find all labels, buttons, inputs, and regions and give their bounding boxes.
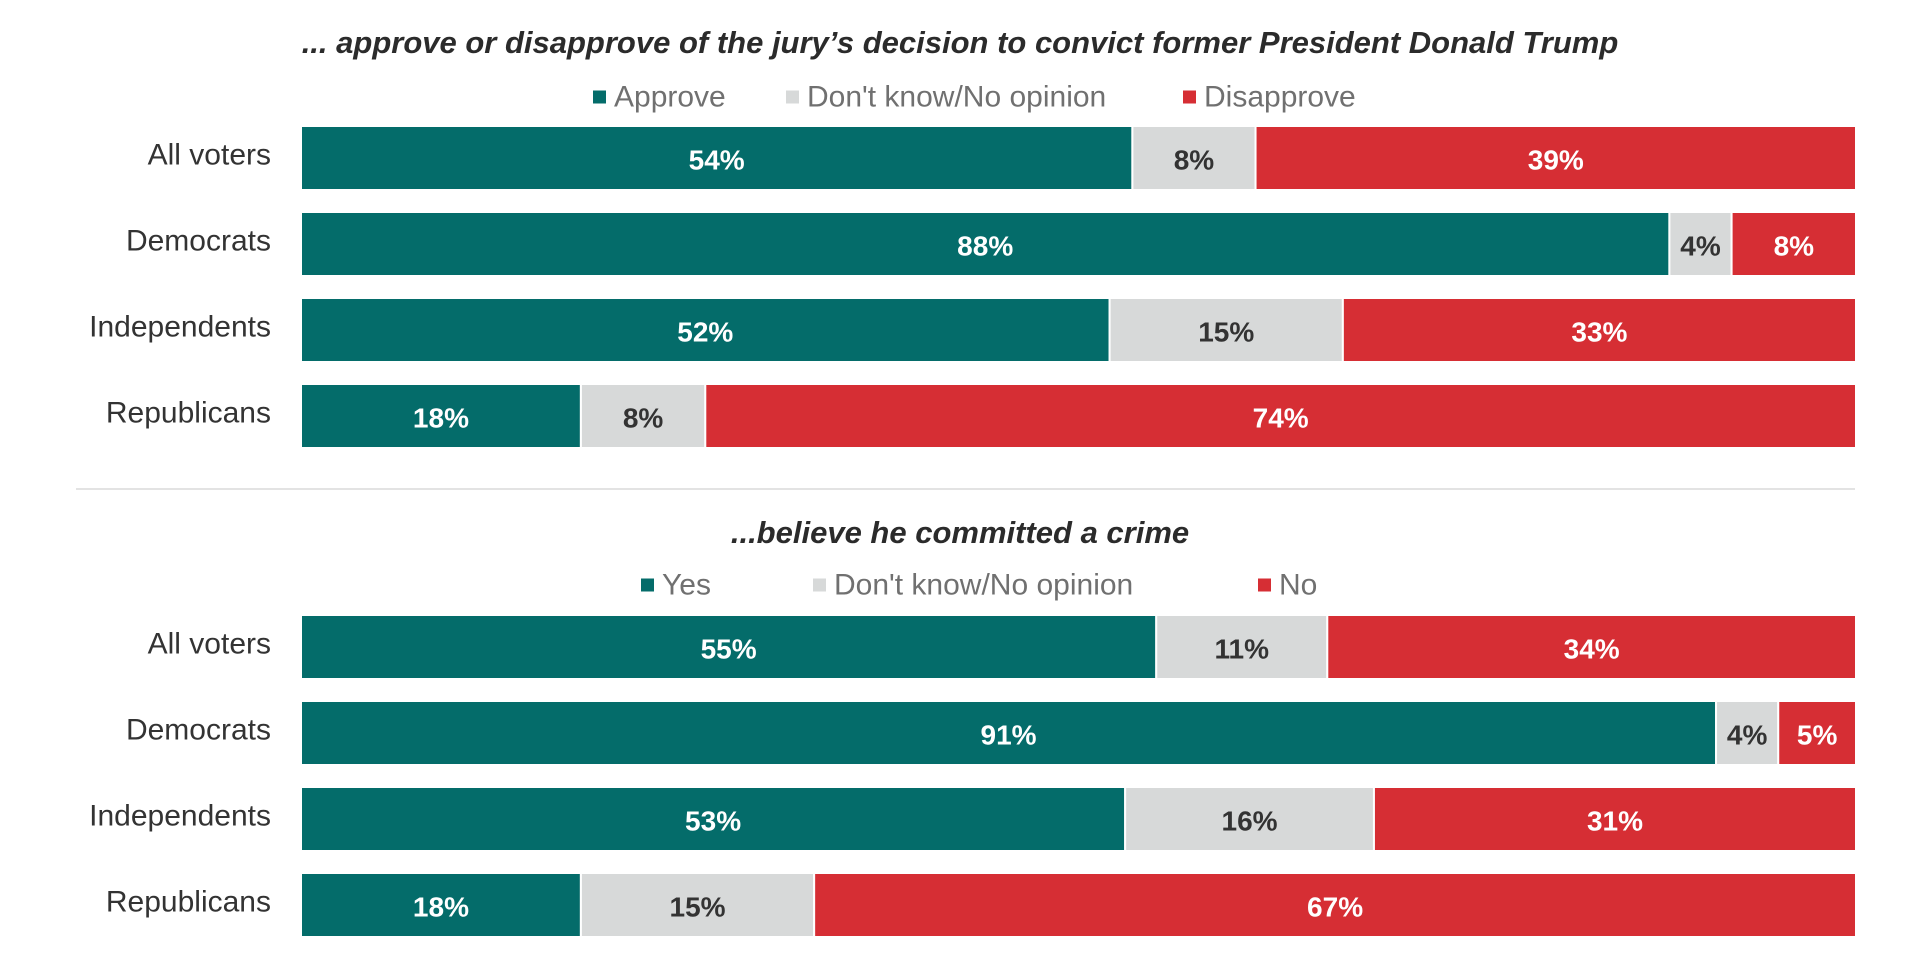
legend-swatch [813,578,826,592]
bar-segment [300,614,1158,680]
legend-label: Disapprove [1204,81,1356,114]
chart-title: ... approve or disapprove of the jury’s … [302,25,1619,60]
data-label: 74% [1253,403,1309,434]
row-label: Independents [89,800,271,833]
row-label: Republicans [106,886,271,919]
bar-segment [704,383,1857,449]
legend-label: Don't know/No opinion [807,81,1106,114]
legend-swatch [1258,578,1271,592]
data-label: 8% [1774,231,1815,262]
data-label: 15% [670,892,726,923]
data-label: 54% [689,145,745,176]
bar-segment [813,872,1857,938]
row-label: Republicans [106,397,271,430]
bar-segment [1341,297,1857,363]
data-label: 39% [1528,145,1584,176]
bar-segment [300,786,1127,852]
bar-segment [1372,786,1857,852]
bar-segment [300,700,1718,766]
data-label: 67% [1307,892,1363,923]
data-label: 52% [677,317,733,348]
data-label: 91% [981,720,1037,751]
bar-segment [1777,700,1857,766]
legend-swatch [786,90,799,104]
bar-segment [579,872,816,938]
legend-label: Don't know/No opinion [834,569,1133,602]
row-label: All voters [148,139,271,172]
data-label: 4% [1680,231,1721,262]
legend-swatch [641,578,654,592]
bar-segment [1326,614,1858,680]
bar-segment [1131,125,1257,191]
bar-segment [300,383,582,449]
data-label: 4% [1727,720,1768,751]
row-label: Independents [89,311,271,344]
data-label: 5% [1797,720,1838,751]
data-label: 16% [1222,806,1278,837]
legend-label: Yes [662,569,711,602]
chart-title: ...believe he committed a crime [731,515,1189,550]
bar-segment [1124,786,1375,852]
data-label: 15% [1198,317,1254,348]
row-label: All voters [148,628,271,661]
data-label: 18% [413,403,469,434]
data-label: 34% [1564,634,1620,665]
data-label: 31% [1587,806,1643,837]
data-label: 8% [1174,145,1215,176]
legend-swatch [1183,90,1196,104]
data-label: 8% [623,403,664,434]
legend-label: Approve [614,81,726,114]
bar-segment [1715,700,1780,766]
bar-segment [1254,125,1857,191]
bar-segment [1155,614,1329,680]
chart-panel-1: ... approve or disapprove of the jury’s … [89,25,1857,449]
bar-segment [579,383,707,449]
row-label: Democrats [126,714,271,747]
bar-segment [1730,211,1857,277]
legend-label: No [1279,569,1317,602]
data-label: 88% [957,231,1013,262]
data-label: 53% [685,806,741,837]
legend-swatch [593,90,606,104]
data-label: 55% [701,634,757,665]
data-label: 11% [1215,634,1270,665]
data-label: 33% [1571,317,1627,348]
row-label: Democrats [126,225,271,258]
chart-panel-2: ...believe he committed a crime Yes Don't … [89,515,1858,938]
data-label: 18% [413,892,469,923]
